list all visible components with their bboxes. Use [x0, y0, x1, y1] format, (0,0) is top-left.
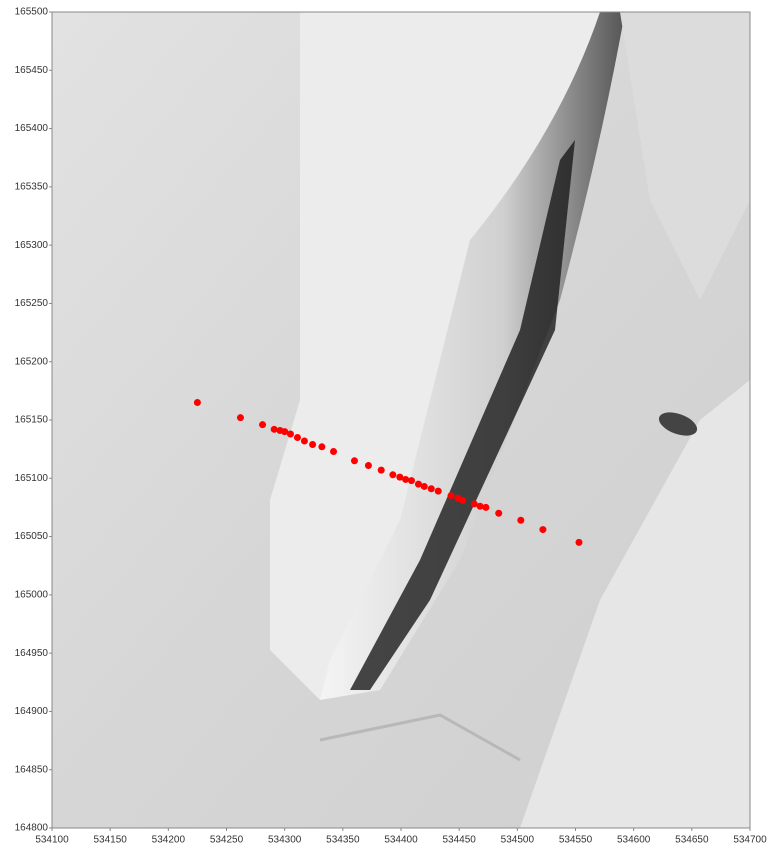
x-tick-label: 534550 [559, 835, 593, 846]
y-tick-label: 165150 [15, 415, 49, 426]
point [408, 477, 415, 484]
x-tick-label: 534650 [675, 835, 709, 846]
y-tick-label: 165350 [15, 181, 49, 192]
x-tick-label: 534700 [733, 835, 767, 846]
x-tick-label: 534300 [268, 835, 302, 846]
point [365, 462, 372, 469]
y-tick-label: 165200 [15, 356, 49, 367]
point [318, 443, 325, 450]
point [309, 441, 316, 448]
y-tick-label: 165000 [15, 589, 49, 600]
x-tick-label: 534450 [442, 835, 476, 846]
point [539, 526, 546, 533]
y-tick-label: 165400 [15, 123, 49, 134]
point [194, 399, 201, 406]
x-tick-label: 534400 [384, 835, 418, 846]
y-tick-label: 165100 [15, 473, 49, 484]
y-tick-label: 165300 [15, 240, 49, 251]
point [287, 430, 294, 437]
page: 164800 164850 164900 164950 165000 165050 1651… [0, 0, 770, 853]
point [495, 510, 502, 517]
x-tick-label: 534150 [93, 835, 127, 846]
y-tick-label: 165250 [15, 298, 49, 309]
point [448, 492, 455, 499]
point [271, 426, 278, 433]
y-tick-label: 165050 [15, 531, 49, 542]
y-tick-label: 165500 [15, 7, 49, 18]
hillshade [52, 12, 750, 828]
x-tick-label: 534100 [35, 835, 69, 846]
chart: 164800 164850 164900 164950 165000 165050 1651… [0, 0, 770, 848]
point [378, 467, 385, 474]
x-tick-label: 534250 [210, 835, 244, 846]
point [459, 497, 466, 504]
y-tick-label: 164800 [15, 823, 49, 834]
point [402, 476, 409, 483]
point [237, 414, 244, 421]
point [259, 421, 266, 428]
point [301, 437, 308, 444]
point [575, 539, 582, 546]
point [517, 517, 524, 524]
y-tick-label: 164900 [15, 706, 49, 717]
point [294, 434, 301, 441]
point [389, 471, 396, 478]
x-tick-label: 534200 [152, 835, 186, 846]
point [435, 488, 442, 495]
point [477, 503, 484, 510]
point [482, 504, 489, 511]
y-tick-label: 164850 [15, 764, 49, 775]
y-tick-label: 165450 [15, 65, 49, 76]
x-tick-label: 534350 [326, 835, 360, 846]
point [428, 485, 435, 492]
point [330, 448, 337, 455]
x-tick-label: 534600 [617, 835, 651, 846]
x-tick-label: 534500 [501, 835, 535, 846]
point [351, 457, 358, 464]
y-tick-label: 164950 [15, 648, 49, 659]
point [421, 483, 428, 490]
